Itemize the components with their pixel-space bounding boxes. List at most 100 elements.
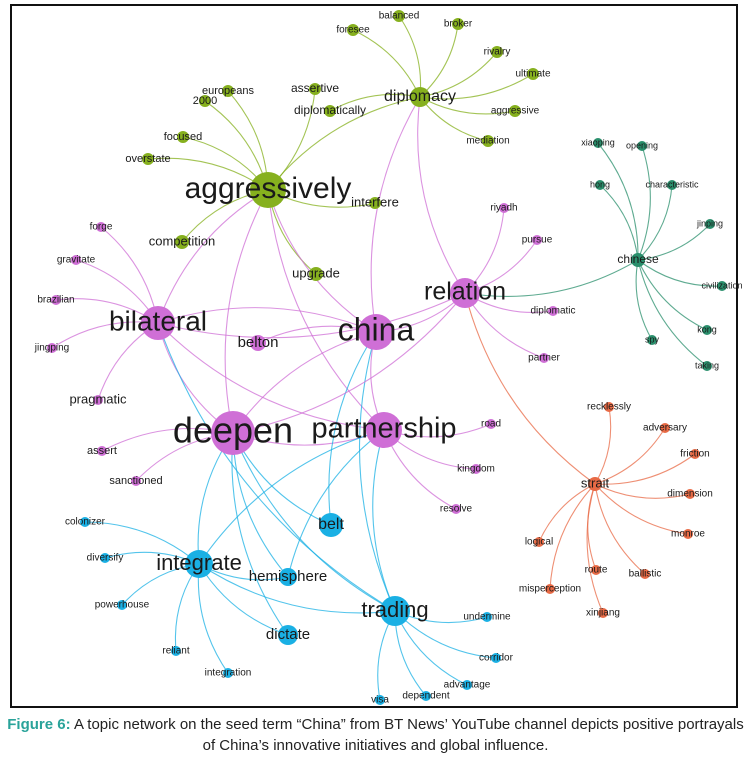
edge bbox=[197, 563, 229, 674]
edge bbox=[231, 432, 289, 636]
node-label: spy bbox=[645, 334, 660, 344]
node-label: civilization bbox=[701, 280, 742, 290]
node-label: 2000 bbox=[193, 95, 217, 107]
network: aggressively diplomacy china bilateral relat… bbox=[34, 10, 743, 706]
node bbox=[604, 402, 614, 412]
node-label: assertive bbox=[291, 81, 339, 95]
node bbox=[647, 335, 657, 345]
node-label: assert bbox=[87, 445, 117, 457]
node-label: bilateral bbox=[109, 305, 207, 336]
edge bbox=[267, 189, 377, 333]
node bbox=[471, 464, 481, 474]
node bbox=[593, 138, 603, 148]
node-label: dictate bbox=[266, 626, 310, 643]
node bbox=[499, 203, 509, 213]
node-label: hemisphere bbox=[249, 568, 327, 585]
node-label: interfere bbox=[351, 194, 399, 209]
node-label: taking bbox=[695, 360, 719, 370]
edge bbox=[599, 184, 639, 261]
node-label: partnership bbox=[311, 413, 456, 445]
node bbox=[100, 553, 110, 563]
edge bbox=[232, 432, 396, 612]
node bbox=[637, 141, 647, 151]
edge bbox=[84, 521, 200, 565]
node bbox=[588, 477, 602, 491]
edge bbox=[198, 429, 385, 565]
node-label: jinping bbox=[696, 218, 723, 228]
node-label: undermine bbox=[463, 612, 511, 623]
node bbox=[491, 46, 503, 58]
node-label: diplomacy bbox=[384, 88, 456, 105]
node bbox=[347, 24, 359, 36]
node bbox=[539, 353, 549, 363]
node-label: brazilian bbox=[37, 295, 74, 306]
node-label: hong bbox=[590, 179, 610, 189]
node-label: road bbox=[481, 419, 501, 430]
node bbox=[131, 476, 141, 486]
node-label: opening bbox=[626, 140, 658, 150]
node bbox=[451, 504, 461, 514]
node bbox=[369, 197, 381, 209]
node bbox=[393, 10, 405, 22]
node bbox=[324, 105, 336, 117]
node-label: belton bbox=[238, 334, 279, 351]
node bbox=[595, 180, 605, 190]
node-label: integrate bbox=[156, 550, 242, 575]
node bbox=[142, 153, 154, 165]
node bbox=[462, 680, 472, 690]
node-label: xiaoping bbox=[581, 137, 615, 147]
node bbox=[532, 235, 542, 245]
node-label: characteristic bbox=[645, 179, 699, 189]
node-label: sanctioned bbox=[109, 475, 162, 487]
node bbox=[47, 343, 57, 353]
node bbox=[93, 395, 103, 405]
node bbox=[410, 87, 430, 107]
edge bbox=[464, 259, 639, 297]
edge bbox=[287, 429, 385, 578]
node-label: powerhouse bbox=[95, 600, 150, 611]
node-label: forge bbox=[90, 222, 113, 233]
node-label: partner bbox=[528, 353, 560, 364]
edge bbox=[358, 331, 396, 612]
node bbox=[591, 565, 601, 575]
node-label: reliant bbox=[162, 646, 189, 657]
node-label: focused bbox=[164, 131, 203, 143]
node-label: friction bbox=[680, 449, 709, 460]
node bbox=[80, 517, 90, 527]
node-label: china bbox=[338, 311, 415, 347]
node bbox=[117, 600, 127, 610]
edge bbox=[635, 259, 653, 341]
node bbox=[199, 95, 211, 107]
node bbox=[683, 529, 693, 539]
node-label: upgrade bbox=[292, 265, 340, 280]
edge bbox=[157, 292, 466, 339]
node bbox=[51, 295, 61, 305]
edge bbox=[464, 292, 596, 485]
node-label: broker bbox=[444, 19, 473, 30]
node-label: trading bbox=[361, 597, 428, 622]
edge bbox=[419, 96, 516, 115]
node-label: diplomatic bbox=[530, 306, 575, 317]
edge bbox=[538, 483, 596, 543]
node-label: mediation bbox=[466, 136, 509, 147]
edge bbox=[637, 145, 651, 261]
node-label: corridor bbox=[479, 653, 514, 664]
node-label: visa bbox=[371, 695, 389, 706]
node-label: ballistic bbox=[629, 569, 662, 580]
node bbox=[250, 172, 286, 208]
node bbox=[222, 85, 234, 97]
node-label: dependent bbox=[402, 691, 449, 702]
node-label: foresee bbox=[336, 25, 370, 36]
node bbox=[631, 253, 645, 267]
node-label: aggressively bbox=[185, 172, 352, 205]
node-label: strait bbox=[581, 475, 610, 490]
node-label: relation bbox=[424, 278, 506, 306]
node bbox=[509, 105, 521, 117]
node-label: europeans bbox=[202, 85, 254, 97]
edge bbox=[157, 307, 377, 333]
edge bbox=[594, 483, 689, 535]
node-label: resolve bbox=[440, 504, 473, 515]
node-label: ultimate bbox=[515, 69, 550, 80]
edge bbox=[267, 189, 385, 431]
node-label: recklessly bbox=[587, 402, 631, 413]
